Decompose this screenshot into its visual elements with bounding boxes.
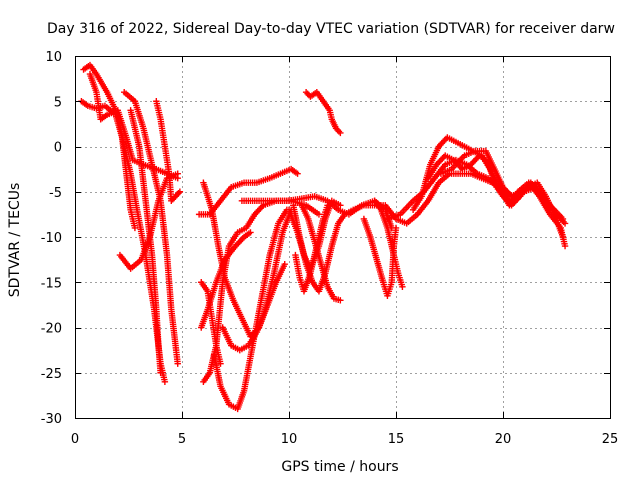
series-track-22 [360,215,400,300]
y-axis-label: SDTVAR / TECUs [7,183,23,298]
data-point [174,170,181,177]
y-tick-label: -20 [41,322,62,337]
series-track-21 [341,170,569,227]
y-tick-label: 10 [45,50,62,65]
data-point [131,224,139,232]
series-track-23 [371,197,406,290]
data-point [399,283,406,290]
data-point [392,224,400,232]
data-point [337,297,344,304]
x-tick-label: 20 [495,432,512,447]
series-track-9 [198,229,254,331]
data-point [337,202,344,209]
y-tick-label: -15 [41,276,62,291]
series-track-13 [198,279,224,367]
y-tick-label: -30 [41,412,62,427]
data-point [294,170,301,177]
data-point [561,242,569,250]
series-track-27 [437,147,567,241]
x-tick-labels: 0 5 10 15 20 25 [71,432,618,447]
series-track-20 [302,89,344,137]
data-point [324,202,331,209]
series-track-17 [290,202,348,295]
chart-title: Day 316 of 2022, Sidereal Day-to-day VTE… [47,21,615,37]
grid [75,56,610,418]
axis-ticks [75,56,611,419]
data-point [157,369,164,376]
x-tick-label: 15 [388,432,405,447]
x-axis-label: GPS time / hours [281,459,398,475]
series-track-14 [195,165,301,218]
data-point [217,360,224,367]
y-tick-labels: -30 -25 -20 -15 -10 -5 0 5 10 [41,50,62,427]
data-point [315,211,323,218]
series-track-5 [127,107,164,376]
data-point [559,215,567,223]
y-tick-label: 5 [54,95,62,110]
data-point [174,360,181,367]
data-point [161,378,169,385]
y-tick-label: -10 [41,231,62,246]
data-point [337,129,344,137]
data-point [559,233,567,241]
y-tick-label: -25 [41,367,62,382]
series-track-19 [298,202,344,304]
x-tick-label: 5 [178,432,186,447]
data-point [176,188,184,195]
y-tick-label: -5 [49,186,62,201]
y-tick-label: 0 [54,141,62,156]
series-track-7 [116,170,181,272]
x-tick-label: 10 [281,432,298,447]
data-point [561,220,569,227]
data-point [247,229,254,236]
x-tick-label: 0 [71,432,79,447]
series-track-12 [219,206,295,354]
series-track-24 [384,156,569,250]
data-marks [78,61,569,413]
x-tick-label: 25 [602,432,619,447]
data-point [281,260,288,268]
